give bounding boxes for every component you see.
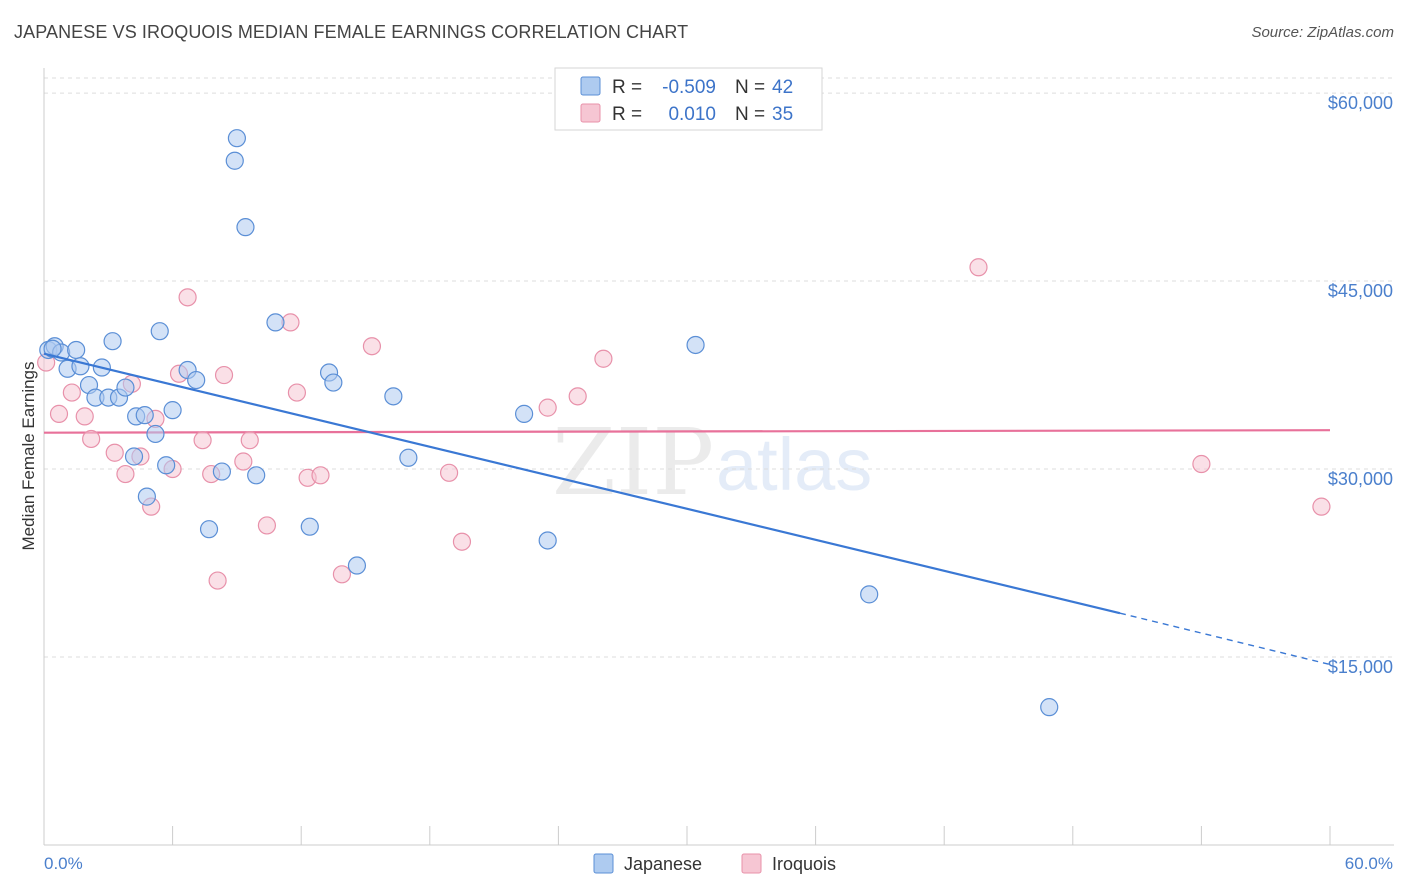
points-iroquois [37,258,1331,590]
japanese-point [538,531,557,550]
legend-swatch-japanese [580,76,601,96]
y-tick-labels: $15,000 $30,000 $45,000 $60,000 [1328,93,1393,677]
iroquois-point [439,463,459,482]
bottom-legend-swatch-iroquois [741,853,762,874]
japanese-point [266,313,285,332]
trendline-japanese [43,352,1331,666]
japanese-point [686,335,705,355]
iroquois-point [240,431,259,450]
y-tick-label: $60,000 [1328,93,1393,113]
points-japanese [39,129,1059,717]
japanese-point [137,487,156,506]
legend-r-value-iroquois: 0.010 [668,104,716,125]
japanese-trendline-solid [43,352,1121,615]
legend-n-value-iroquois: 35 [772,104,793,125]
iroquois-point [969,258,988,277]
x-tick-label-min: 0.0% [44,854,83,873]
japanese-point [150,322,169,341]
iroquois-point [452,532,472,551]
bottom-legend: Japanese Iroquois [593,853,836,874]
watermark-atlas: atlas [716,423,872,506]
chart-title: JAPANESE VS IROQUOIS MEDIAN FEMALE EARNI… [14,22,689,42]
legend-n-label-iroquois: N = [735,104,765,125]
japanese-point [116,378,135,397]
japanese-point [199,520,219,539]
iroquois-point [332,565,352,584]
iroquois-point [49,404,69,423]
bottom-legend-label-japanese: Japanese [624,854,702,874]
japanese-point [103,332,122,351]
iroquois-trendline [43,429,1331,434]
japanese-point [227,129,246,148]
iroquois-point [75,407,94,426]
japanese-point [860,585,879,604]
x-ticks [172,826,1331,845]
iroquois-point [287,383,307,402]
japanese-point [67,340,86,360]
japanese-point [135,406,154,425]
japanese-point [43,339,62,358]
japanese-point [384,387,403,406]
iroquois-point [116,464,135,484]
watermark-zip: ZIP [552,409,714,516]
watermark: ZIP atlas [552,409,872,516]
japanese-point [347,556,367,575]
japanese-point [300,517,319,536]
japanese-point [225,151,244,170]
iroquois-point [208,571,227,590]
bottom-legend-label-iroquois: Iroquois [772,854,836,874]
y-tick-label: $15,000 [1328,657,1393,677]
legend-r-label-japanese: R = [612,77,642,98]
legend-box: R = -0.509 N = 42 R = 0.010 N = 35 [554,67,823,131]
japanese-point [124,447,144,466]
iroquois-point [568,387,587,406]
iroquois-point [82,429,101,449]
x-tick-label-max: 60.0% [1345,854,1393,873]
iroquois-point [311,466,330,485]
japanese-point [515,404,534,423]
iroquois-point [178,288,197,307]
iroquois-point [1192,454,1211,474]
japanese-point [157,456,176,475]
japanese-point [1040,698,1059,717]
iroquois-point [234,452,253,471]
legend-n-value-japanese: 42 [772,77,793,98]
japanese-point [236,218,255,237]
legend-swatch-iroquois [580,103,601,123]
iroquois-point [193,431,212,450]
trendline-iroquois [43,429,1331,434]
legend-r-value-japanese: -0.509 [662,77,716,98]
japanese-point [399,448,418,467]
japanese-point [212,462,231,481]
japanese-point [324,373,343,392]
y-tick-label: $45,000 [1328,281,1393,301]
japanese-point [187,370,206,390]
iroquois-point [62,383,81,402]
axes [43,68,1394,846]
iroquois-point [1312,497,1331,516]
legend-n-label-japanese: N = [735,77,765,98]
japanese-point [247,466,266,485]
japanese-trendline-dashed [1119,612,1331,666]
iroquois-point [214,365,234,385]
japanese-point [146,424,165,444]
iroquois-point [105,443,124,462]
gridlines [44,77,1394,658]
bottom-legend-swatch-japanese [593,853,614,874]
iroquois-point [594,349,613,368]
y-axis-label: Median Female Earnings [19,362,38,551]
source-label: Source: ZipAtlas.com [1251,24,1394,41]
iroquois-point [362,337,382,356]
japanese-point [163,401,182,420]
iroquois-point [257,516,277,535]
legend-r-label-iroquois: R = [612,104,642,125]
y-tick-label: $30,000 [1328,469,1393,489]
iroquois-point [538,398,557,417]
